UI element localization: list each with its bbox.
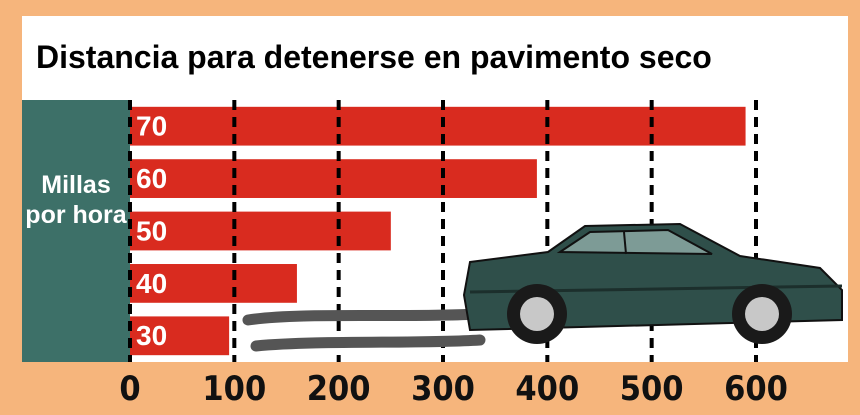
bar — [130, 159, 537, 198]
y-label-box — [22, 100, 130, 362]
x-tick-label: 200 — [307, 369, 371, 409]
x-tick-label: 300 — [411, 369, 475, 409]
x-tick-label: 100 — [202, 369, 266, 409]
category-label: 50 — [136, 215, 167, 246]
x-tick-label: 500 — [620, 369, 684, 409]
page: Distancia para detenerse en pavimento se… — [0, 0, 860, 415]
category-label: 70 — [136, 111, 167, 142]
bar — [130, 212, 391, 251]
skid-mark — [248, 314, 480, 320]
category-label: 40 — [136, 268, 167, 299]
x-tick-label: 400 — [515, 369, 579, 409]
category-label: 60 — [136, 163, 167, 194]
x-tick-label: 600 — [724, 369, 788, 409]
category-label: 30 — [136, 320, 167, 351]
x-tick-label: 0 — [119, 369, 140, 409]
chart-title: Distancia para detenerse en pavimento se… — [36, 39, 712, 75]
y-axis-label: Millas por hora — [22, 170, 130, 230]
skid-mark — [256, 340, 480, 346]
